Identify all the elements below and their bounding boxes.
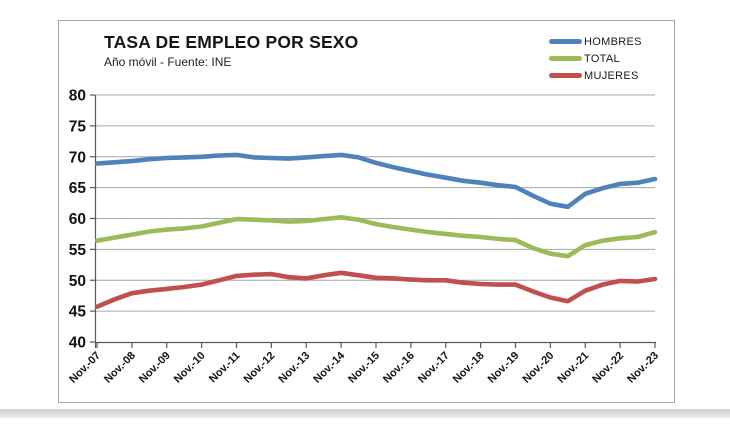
y-tick-label-65: 65 [69, 180, 87, 197]
x-tick-label-Nov.-08: Nov.-08 [102, 350, 138, 386]
x-tick-label-Nov.-18: Nov.-18 [451, 350, 487, 386]
y-tick-label-60: 60 [69, 211, 86, 228]
x-tick-label-Nov.-07: Nov.-07 [67, 350, 103, 386]
y-tick-label-45: 45 [69, 304, 87, 321]
legend-line-swatch-mujeres [549, 73, 582, 78]
y-tick-label-80: 80 [69, 88, 86, 105]
y-tick-label-55: 55 [69, 242, 87, 259]
x-tick-label-Nov.-16: Nov.-16 [381, 350, 417, 386]
series-line-mujeres [94, 270, 658, 310]
chart-container: TASA DE EMPLEO POR SEXO Año móvil - Fuen… [58, 20, 675, 403]
legend-line-swatch-hombres [549, 39, 582, 44]
series-line-hombres [94, 152, 658, 210]
chart-title: TASA DE EMPLEO POR SEXO [104, 32, 359, 52]
y-tick-label-75: 75 [69, 118, 87, 135]
x-tick-label-Nov.-14: Nov.-14 [311, 349, 348, 386]
legend-line-swatch-total [549, 56, 582, 61]
y-tick-label-70: 70 [69, 149, 86, 166]
x-tick-label-Nov.-23: Nov.-23 [625, 350, 661, 386]
series-line-total [94, 215, 658, 259]
legend-item-mujeres: MUJERES [549, 69, 642, 82]
x-tick-label-Nov.-11: Nov.-11 [207, 350, 243, 386]
x-tick-label-Nov.-17: Nov.-17 [416, 350, 452, 386]
legend-label-total: TOTAL [584, 52, 620, 65]
x-tick-label-Nov.-15: Nov.-15 [346, 350, 382, 386]
x-tick-label-Nov.-09: Nov.-09 [137, 350, 173, 386]
legend-item-hombres: HOMBRES [549, 35, 642, 48]
window-bottom-edge [0, 409, 730, 418]
x-tick-label-Nov.-19: Nov.-19 [486, 350, 522, 386]
y-tick-label-50: 50 [69, 273, 86, 290]
legend-item-total: TOTAL [549, 52, 642, 65]
x-tick-label-Nov.-13: Nov.-13 [276, 350, 312, 386]
x-tick-label-Nov.-21: Nov.-21 [555, 350, 591, 386]
y-tick-label-40: 40 [69, 335, 86, 352]
x-tick-label-Nov.-12: Nov.-12 [241, 350, 277, 386]
x-tick-label-Nov.-22: Nov.-22 [590, 350, 626, 386]
legend-label-hombres: HOMBRES [584, 35, 642, 48]
x-tick-label-Nov.-20: Nov.-20 [520, 350, 556, 386]
x-tick-label-Nov.-10: Nov.-10 [172, 350, 208, 386]
chart-legend: HOMBRES TOTAL MUJERES [549, 35, 642, 82]
chart-subtitle: Año móvil - Fuente: INE [104, 55, 232, 69]
legend-label-mujeres: MUJERES [584, 69, 639, 82]
